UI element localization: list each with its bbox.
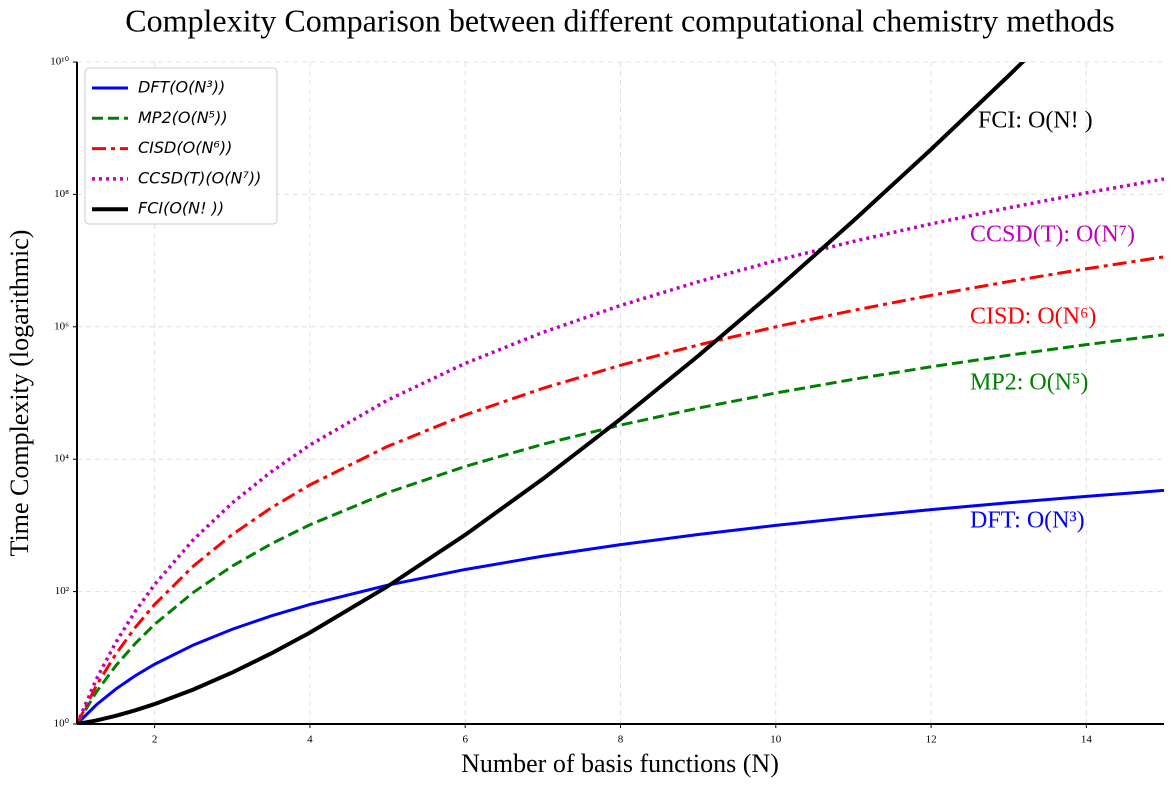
x-tick-label: 4 <box>307 734 313 746</box>
chart-title: Complexity Comparison between different … <box>125 2 1114 38</box>
x-tick-label: 6 <box>462 734 468 746</box>
annotation: CCSD(T): O(N⁷) <box>970 222 1135 248</box>
annotation: CISD: O(N⁶) <box>970 304 1096 330</box>
legend-box <box>84 67 278 225</box>
x-tick-label: 14 <box>1081 734 1093 746</box>
legend-label: FCI(O(N! )) <box>138 199 224 218</box>
plot-area <box>77 62 1164 724</box>
y-tick-label: 10⁰ <box>54 718 70 730</box>
y-tick-label: 10⁴ <box>54 453 69 465</box>
y-tick-label: 10⁸ <box>54 188 69 200</box>
y-axis-label: Time Complexity (logarithmic) <box>5 230 34 557</box>
x-tick-label: 10 <box>770 734 782 746</box>
x-tick-label: 8 <box>618 734 624 746</box>
line <box>77 488 1164 724</box>
legend-label: CCSD(T)(O(N⁷)) <box>138 168 261 187</box>
y-tick-label: 10¹⁰ <box>50 56 69 68</box>
y-tick-label: 10⁶ <box>54 320 69 332</box>
y-tick-label: 10² <box>55 585 70 597</box>
line <box>77 255 1164 724</box>
x-tick-label: 2 <box>152 734 158 746</box>
legend-label: CISD(O(N⁶)) <box>138 138 232 157</box>
line <box>77 333 1164 724</box>
x-tick-label: 12 <box>926 734 937 746</box>
annotation: FCI: O(N! ) <box>978 108 1093 134</box>
line <box>77 62 1026 724</box>
x-axis-label: Number of basis functions (N) <box>461 749 779 778</box>
legend-label: DFT(O(N³)) <box>138 78 225 97</box>
legend-label: MP2(O(N⁵)) <box>138 108 228 127</box>
annotation: DFT: O(N³) <box>970 508 1085 534</box>
annotation: MP2: O(N⁵) <box>970 370 1088 396</box>
